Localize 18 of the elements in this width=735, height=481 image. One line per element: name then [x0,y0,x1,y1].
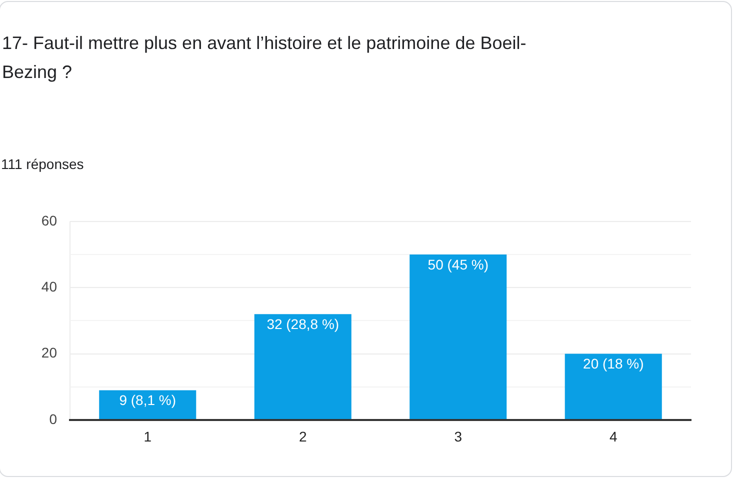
bar [410,254,507,420]
x-tick-label: 1 [144,428,152,444]
x-tick-label: 4 [609,428,618,444]
x-tick-label: 2 [298,428,307,444]
bar [564,354,662,420]
chart-title: 17- Faut-il mettre plus en avant l’histoire et le patrimoine de Boeil-Bezing ? [2,32,528,84]
bar [254,314,352,420]
y-tick-label: 0 [49,410,58,427]
y-tick-label: 20 [41,344,58,361]
chart-subtitle: 111 réponses [1,156,84,172]
x-tick-label: 3 [454,428,462,444]
bar [99,390,196,420]
data-label: 9 (8,1 %) [119,392,176,408]
y-tick-label: 60 [41,212,58,228]
y-tick-label: 40 [41,278,58,294]
data-label: 20 (18 %) [583,356,644,372]
data-label: 50 (45 %) [428,256,488,272]
data-label: 32 (28,8 %) [266,316,340,332]
